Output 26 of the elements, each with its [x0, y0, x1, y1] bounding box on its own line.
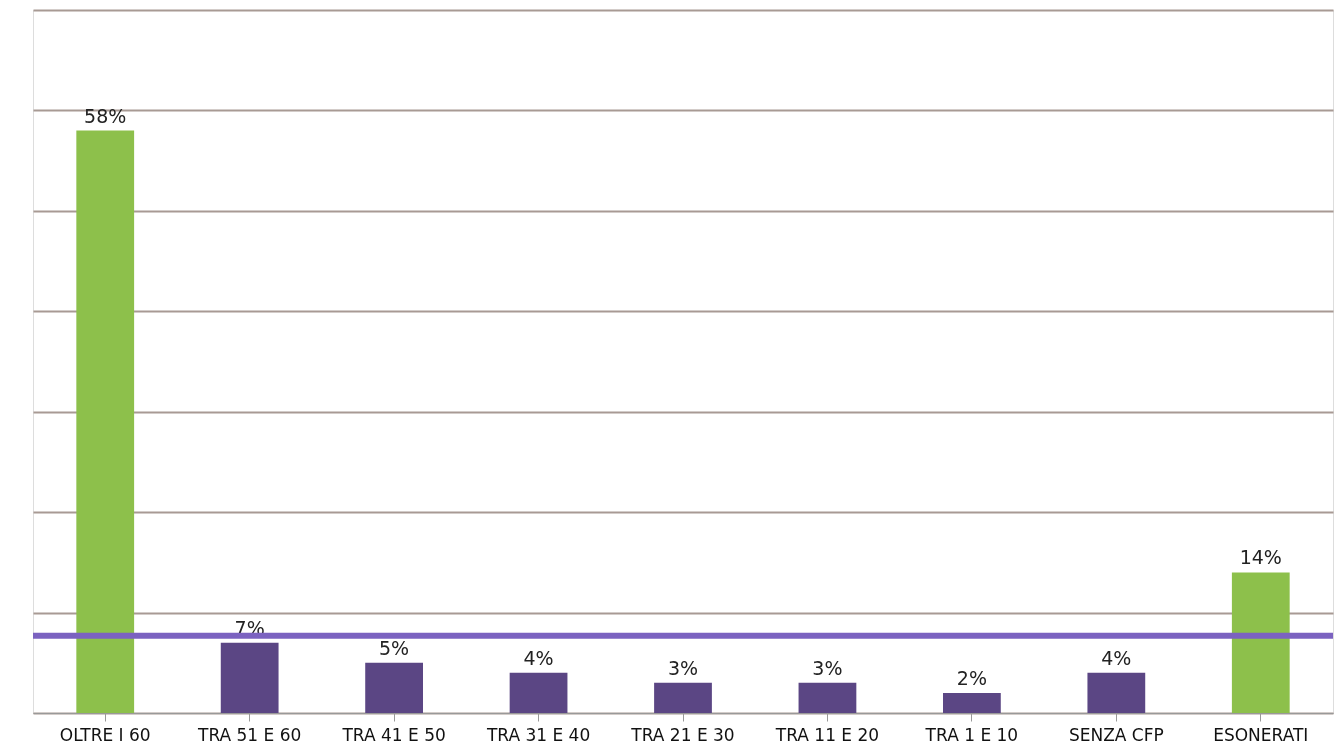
x-tick-label: SENZA CFP — [1068, 724, 1164, 745]
data-label: 58% — [84, 104, 127, 127]
data-label: 5% — [379, 636, 410, 659]
x-tick-label: TRA 41 E 50 — [341, 724, 446, 745]
bar — [220, 642, 279, 713]
bar — [798, 682, 857, 713]
bar — [654, 682, 712, 713]
bar — [365, 662, 423, 713]
x-tick-label: TRA 21 E 30 — [630, 724, 735, 745]
data-label: 3% — [667, 656, 699, 679]
data-label: 14% — [1239, 546, 1282, 569]
bar — [943, 692, 1001, 713]
x-tick-label: OLTRE I 60 — [59, 724, 151, 745]
x-tick-label: TRA 11 E 20 — [774, 724, 880, 745]
data-label: 2% — [956, 666, 987, 689]
bar — [76, 130, 135, 713]
bar — [509, 672, 568, 713]
bar — [1231, 572, 1290, 713]
data-label: 4% — [523, 646, 554, 669]
x-tick-label: TRA 1 E 10 — [924, 724, 1019, 745]
x-tick-label: ESONERATI — [1213, 724, 1309, 745]
x-tick-label: TRA 31 E 40 — [485, 724, 591, 745]
x-tick-label: TRA 51 E 60 — [196, 724, 302, 745]
data-label: 4% — [1101, 646, 1132, 669]
data-label: 3% — [812, 656, 843, 679]
bar — [1087, 672, 1146, 713]
